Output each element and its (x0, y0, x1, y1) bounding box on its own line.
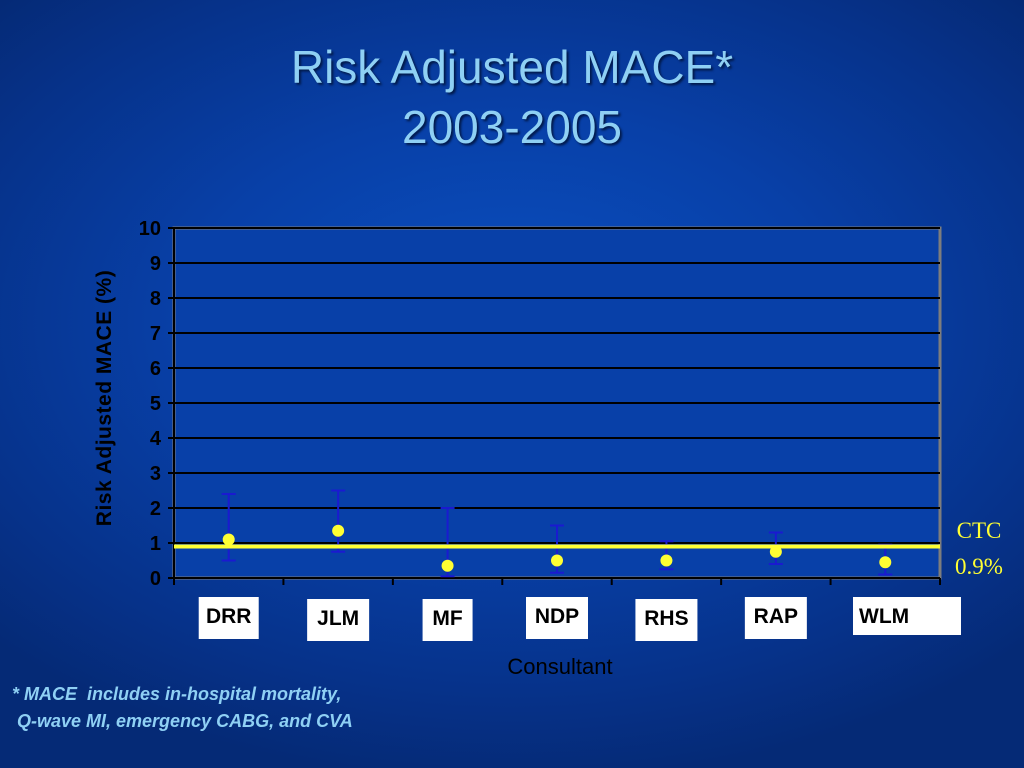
category-label-rap: RAP (744, 597, 807, 639)
data-point-jlm (332, 524, 345, 537)
category-label-rhs: RHS (635, 599, 698, 641)
category-label-text: DRR (206, 605, 252, 628)
data-points (222, 524, 892, 572)
y-axis-label: Risk Adjusted MACE (%) (93, 270, 116, 526)
ctc-value-label: 0.9% (955, 554, 1003, 579)
category-label-text: MF (432, 607, 462, 630)
data-point-ndp (551, 554, 563, 567)
y-tick-label: 6 (150, 358, 161, 380)
error-bar-jlm (331, 489, 346, 553)
y-tick-label: 4 (150, 428, 162, 450)
category-labels: DRR JLM MF NDP RHS RAP WLM (198, 597, 961, 641)
data-point-drr (222, 533, 235, 546)
y-tick-label: 2 (150, 498, 161, 520)
y-tick-label: 5 (150, 393, 161, 415)
category-label-text: WLM (859, 605, 909, 628)
gridlines (174, 227, 940, 544)
data-point-rap (769, 545, 782, 558)
data-point-mf (441, 559, 454, 572)
ctc-label: CTC (957, 518, 1002, 543)
error-bar-drr (221, 493, 236, 562)
data-point-wlm (879, 556, 892, 569)
y-tick-label: 1 (150, 533, 161, 555)
category-label-drr: DRR (198, 597, 259, 639)
category-label-text: RAP (754, 605, 798, 628)
category-label-text: JLM (317, 607, 359, 630)
slide-title-line1: Risk Adjusted MACE* (290, 41, 734, 93)
category-label-ndp: NDP (526, 597, 588, 639)
category-label-text: RHS (644, 607, 688, 630)
y-tick-label: 7 (150, 323, 161, 345)
y-axis-ticks: 0 1 2 3 4 5 6 7 8 9 10 (139, 218, 174, 590)
category-label-jlm: JLM (307, 599, 370, 641)
footnote-line1: * MACE includes in-hospital mortality, (12, 684, 342, 704)
y-tick-label: 9 (150, 253, 161, 275)
y-tick-label: 0 (150, 568, 161, 590)
category-label-wlm: WLM (853, 597, 961, 635)
y-tick-label: 10 (139, 218, 161, 240)
x-axis-ticks (173, 578, 941, 585)
category-label-mf: MF (422, 599, 473, 641)
slide-title-line2: 2003-2005 (402, 101, 622, 153)
y-tick-label: 3 (150, 463, 161, 485)
footnote-line2: Q-wave MI, emergency CABG, and CVA (12, 711, 353, 731)
x-axis-label: Consultant (507, 654, 612, 679)
y-tick-label: 8 (150, 288, 161, 310)
category-label-text: NDP (535, 605, 579, 628)
data-point-rhs (660, 554, 673, 567)
